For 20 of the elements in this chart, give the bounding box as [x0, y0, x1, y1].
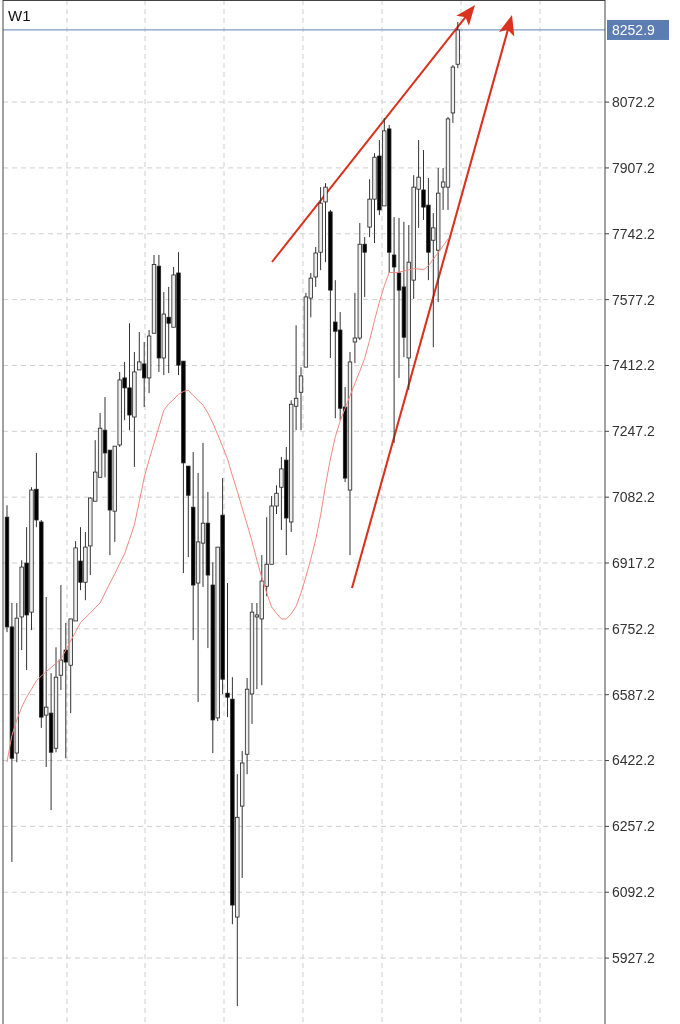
y-tick-label: 8072.2	[612, 93, 656, 110]
y-tick-label: 6257.2	[612, 818, 656, 835]
y-tick-label: 6917.2	[612, 554, 656, 571]
y-tick-label: 6752.2	[612, 620, 656, 637]
ref-line-label: 8252.9	[612, 21, 656, 38]
y-tick-label: 6587.2	[612, 686, 656, 703]
y-tick-label: 7577.2	[612, 291, 656, 308]
y-tick-label: 7742.2	[612, 225, 656, 242]
candlestick	[396, 217, 402, 379]
y-tick-label: 5927.2	[612, 949, 656, 966]
candlestick	[200, 442, 206, 588]
line-series	[6, 238, 449, 763]
y-tick-label: 6092.2	[612, 884, 656, 901]
text: W1	[8, 7, 31, 24]
y-tick-label: 6422.2	[612, 752, 656, 769]
y-tick-label: 7082.2	[612, 489, 656, 506]
y-tick-label: 7247.2	[612, 423, 656, 440]
y-tick-label: 7907.2	[612, 159, 656, 176]
y-tick-label: 7412.2	[612, 357, 656, 374]
candlestick	[225, 582, 230, 718]
